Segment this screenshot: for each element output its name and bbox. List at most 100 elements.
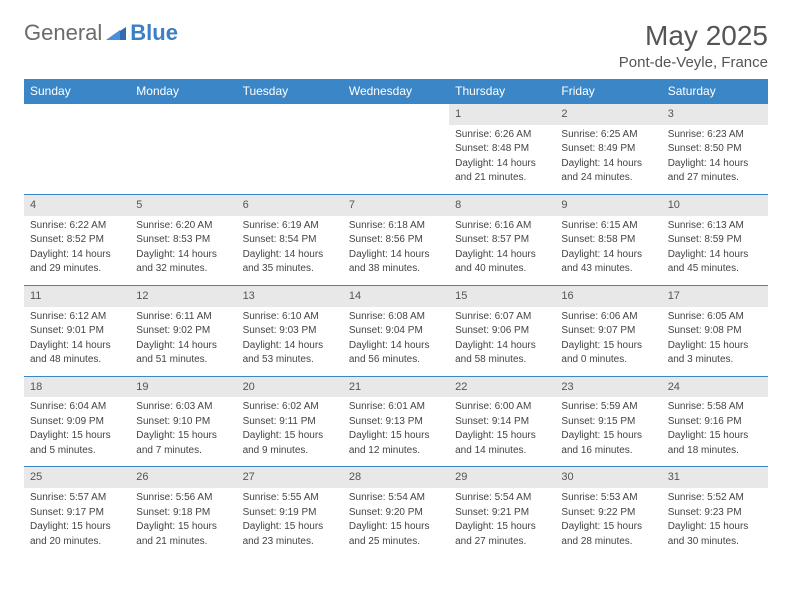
day2-text: and 27 minutes. <box>668 171 762 185</box>
day-cell: Sunrise: 6:23 AMSunset: 8:50 PMDaylight:… <box>662 125 768 195</box>
day2-text: and 30 minutes. <box>668 535 762 549</box>
day-number <box>343 104 449 125</box>
sunset-text: Sunset: 9:14 PM <box>455 415 549 429</box>
day1-text: Daylight: 14 hours <box>136 339 230 353</box>
sunset-text: Sunset: 8:48 PM <box>455 142 549 156</box>
day-number: 6 <box>237 194 343 215</box>
day-number-row: 11121314151617 <box>24 285 768 306</box>
day2-text: and 58 minutes. <box>455 353 549 367</box>
sunrise-text: Sunrise: 6:00 AM <box>455 400 549 414</box>
sunrise-text: Sunrise: 6:19 AM <box>243 219 337 233</box>
sunset-text: Sunset: 9:20 PM <box>349 506 443 520</box>
day-cell: Sunrise: 5:53 AMSunset: 9:22 PMDaylight:… <box>555 488 661 557</box>
day2-text: and 28 minutes. <box>561 535 655 549</box>
day-number: 21 <box>343 376 449 397</box>
day-info-row: Sunrise: 5:57 AMSunset: 9:17 PMDaylight:… <box>24 488 768 557</box>
sunrise-text: Sunrise: 6:13 AM <box>668 219 762 233</box>
sunset-text: Sunset: 8:50 PM <box>668 142 762 156</box>
day-number: 20 <box>237 376 343 397</box>
sunrise-text: Sunrise: 6:07 AM <box>455 310 549 324</box>
weekday-header: Sunday <box>24 79 130 104</box>
weekday-header: Tuesday <box>237 79 343 104</box>
logo-word1: General <box>24 20 102 46</box>
sunset-text: Sunset: 9:04 PM <box>349 324 443 338</box>
day2-text: and 48 minutes. <box>30 353 124 367</box>
day-number: 14 <box>343 285 449 306</box>
sunrise-text: Sunrise: 6:18 AM <box>349 219 443 233</box>
day-number: 31 <box>662 467 768 488</box>
weekday-header: Friday <box>555 79 661 104</box>
sunset-text: Sunset: 9:10 PM <box>136 415 230 429</box>
day-cell: Sunrise: 6:18 AMSunset: 8:56 PMDaylight:… <box>343 216 449 286</box>
day-number: 11 <box>24 285 130 306</box>
day2-text: and 21 minutes. <box>136 535 230 549</box>
day-number: 17 <box>662 285 768 306</box>
day1-text: Daylight: 15 hours <box>455 429 549 443</box>
day1-text: Daylight: 15 hours <box>136 429 230 443</box>
sunrise-text: Sunrise: 5:59 AM <box>561 400 655 414</box>
day-cell <box>237 125 343 195</box>
day-info-row: Sunrise: 6:26 AMSunset: 8:48 PMDaylight:… <box>24 125 768 195</box>
sunrise-text: Sunrise: 6:26 AM <box>455 128 549 142</box>
sunset-text: Sunset: 8:59 PM <box>668 233 762 247</box>
day2-text: and 18 minutes. <box>668 444 762 458</box>
day-number-row: 25262728293031 <box>24 467 768 488</box>
day-number: 26 <box>130 467 236 488</box>
day-cell: Sunrise: 6:16 AMSunset: 8:57 PMDaylight:… <box>449 216 555 286</box>
day1-text: Daylight: 15 hours <box>455 520 549 534</box>
day-cell: Sunrise: 6:05 AMSunset: 9:08 PMDaylight:… <box>662 307 768 377</box>
day2-text: and 38 minutes. <box>349 262 443 276</box>
day-number: 2 <box>555 104 661 125</box>
day2-text: and 27 minutes. <box>455 535 549 549</box>
day1-text: Daylight: 15 hours <box>243 520 337 534</box>
sunset-text: Sunset: 9:23 PM <box>668 506 762 520</box>
day-number <box>237 104 343 125</box>
sunrise-text: Sunrise: 6:11 AM <box>136 310 230 324</box>
sunrise-text: Sunrise: 6:08 AM <box>349 310 443 324</box>
day-number: 23 <box>555 376 661 397</box>
day1-text: Daylight: 14 hours <box>349 339 443 353</box>
weekday-header: Wednesday <box>343 79 449 104</box>
day-number: 4 <box>24 194 130 215</box>
day-cell: Sunrise: 5:54 AMSunset: 9:20 PMDaylight:… <box>343 488 449 557</box>
day-number: 27 <box>237 467 343 488</box>
day-cell: Sunrise: 6:20 AMSunset: 8:53 PMDaylight:… <box>130 216 236 286</box>
month-title: May 2025 <box>619 20 768 52</box>
day-number: 18 <box>24 376 130 397</box>
day1-text: Daylight: 15 hours <box>668 429 762 443</box>
sunrise-text: Sunrise: 5:56 AM <box>136 491 230 505</box>
sunset-text: Sunset: 9:01 PM <box>30 324 124 338</box>
day-number: 13 <box>237 285 343 306</box>
day-cell: Sunrise: 6:04 AMSunset: 9:09 PMDaylight:… <box>24 397 130 467</box>
sunrise-text: Sunrise: 6:01 AM <box>349 400 443 414</box>
sunrise-text: Sunrise: 6:22 AM <box>30 219 124 233</box>
logo-word2: Blue <box>130 20 178 46</box>
day1-text: Daylight: 14 hours <box>243 248 337 262</box>
day-cell: Sunrise: 6:02 AMSunset: 9:11 PMDaylight:… <box>237 397 343 467</box>
sunrise-text: Sunrise: 6:03 AM <box>136 400 230 414</box>
day-number-row: 45678910 <box>24 194 768 215</box>
sunrise-text: Sunrise: 6:06 AM <box>561 310 655 324</box>
day-number-row: 18192021222324 <box>24 376 768 397</box>
sunset-text: Sunset: 8:54 PM <box>243 233 337 247</box>
day2-text: and 23 minutes. <box>243 535 337 549</box>
day-number: 30 <box>555 467 661 488</box>
sunrise-text: Sunrise: 5:54 AM <box>455 491 549 505</box>
day2-text: and 0 minutes. <box>561 353 655 367</box>
day2-text: and 45 minutes. <box>668 262 762 276</box>
sunset-text: Sunset: 9:02 PM <box>136 324 230 338</box>
day2-text: and 12 minutes. <box>349 444 443 458</box>
location: Pont-de-Veyle, France <box>619 54 768 71</box>
sunset-text: Sunset: 9:21 PM <box>455 506 549 520</box>
day-cell: Sunrise: 5:58 AMSunset: 9:16 PMDaylight:… <box>662 397 768 467</box>
sunset-text: Sunset: 9:19 PM <box>243 506 337 520</box>
sunrise-text: Sunrise: 5:53 AM <box>561 491 655 505</box>
sunset-text: Sunset: 9:07 PM <box>561 324 655 338</box>
day1-text: Daylight: 15 hours <box>668 339 762 353</box>
day-cell: Sunrise: 6:07 AMSunset: 9:06 PMDaylight:… <box>449 307 555 377</box>
day2-text: and 53 minutes. <box>243 353 337 367</box>
day-number: 9 <box>555 194 661 215</box>
day2-text: and 56 minutes. <box>349 353 443 367</box>
day-info-row: Sunrise: 6:04 AMSunset: 9:09 PMDaylight:… <box>24 397 768 467</box>
day-cell: Sunrise: 6:13 AMSunset: 8:59 PMDaylight:… <box>662 216 768 286</box>
